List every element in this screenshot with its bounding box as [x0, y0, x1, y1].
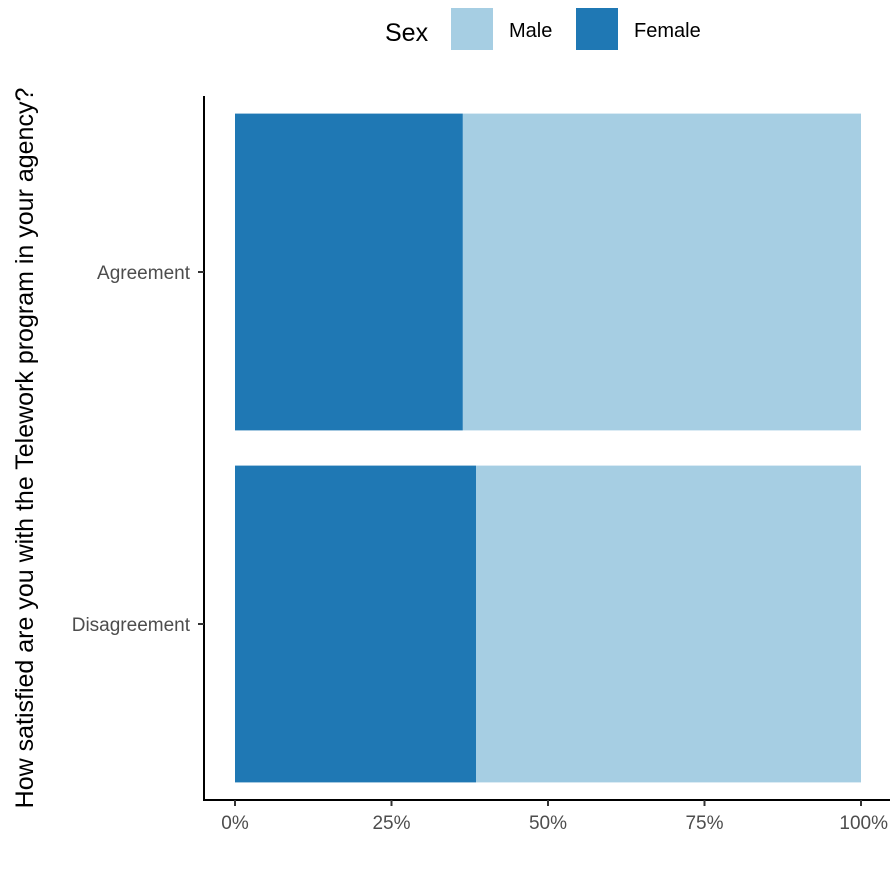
bars [235, 113, 861, 783]
legend: Sex Male Female [385, 8, 701, 50]
x-tick-label: 0% [221, 813, 249, 834]
legend-swatch-male [451, 8, 493, 50]
bar-male-agreement [462, 113, 861, 431]
bar-male-disagreement [476, 465, 861, 783]
y-tick-label: Agreement [97, 263, 191, 284]
legend-label-female: Female [634, 20, 701, 42]
bar-female-disagreement [235, 465, 477, 783]
y-axis-title: How satisfied are you with the Telework … [11, 88, 39, 809]
x-tick-label: 100% [839, 813, 888, 834]
y-tick-label: Disagreement [72, 615, 191, 636]
x-axis: 0% 25% 50% 75% 100% [221, 800, 888, 834]
x-tick-label: 25% [372, 813, 410, 834]
x-tick-label: 50% [529, 813, 567, 834]
legend-title: Sex [385, 19, 429, 47]
bar-female-agreement [235, 113, 463, 431]
legend-label-male: Male [509, 20, 552, 42]
y-axis: Agreement Disagreement [72, 263, 204, 636]
x-tick-label: 75% [685, 813, 723, 834]
legend-swatch-female [576, 8, 618, 50]
